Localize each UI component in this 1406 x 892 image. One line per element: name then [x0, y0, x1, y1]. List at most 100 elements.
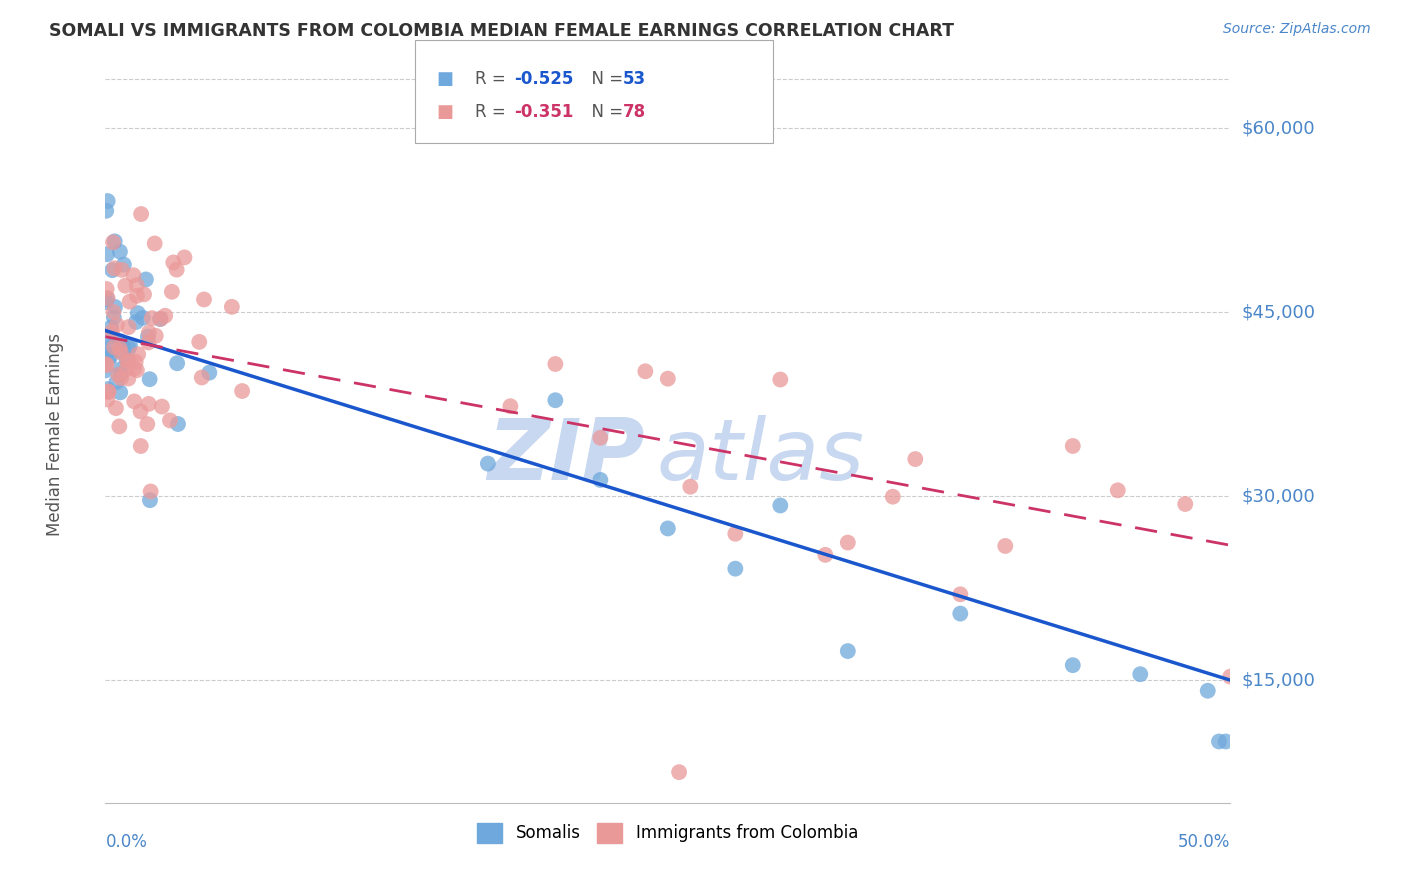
- Point: [96, 292, 118, 306]
- Point: [994, 539, 1017, 553]
- Point: [118, 338, 141, 352]
- Point: [724, 562, 747, 576]
- Text: -0.525: -0.525: [515, 70, 574, 87]
- Point: [112, 258, 135, 272]
- Point: [231, 384, 253, 398]
- Point: [167, 417, 190, 431]
- Point: [589, 473, 612, 487]
- Point: [129, 207, 152, 221]
- Point: [160, 285, 183, 299]
- Point: [769, 499, 792, 513]
- Text: $15,000: $15,000: [1241, 671, 1315, 690]
- Point: [105, 318, 128, 332]
- Text: N =: N =: [581, 103, 628, 120]
- Point: [98, 351, 121, 365]
- Point: [108, 343, 131, 358]
- Point: [114, 278, 136, 293]
- Point: [159, 413, 181, 427]
- Point: [136, 335, 159, 350]
- Text: 53: 53: [623, 70, 645, 87]
- Point: [103, 305, 125, 319]
- Point: [101, 263, 124, 277]
- Point: [135, 272, 157, 286]
- Point: [837, 644, 859, 658]
- Point: [122, 361, 145, 376]
- Point: [110, 371, 132, 385]
- Point: [153, 309, 176, 323]
- Text: 0.0%: 0.0%: [105, 833, 148, 851]
- Point: [96, 392, 118, 407]
- Point: [138, 397, 160, 411]
- Point: [191, 370, 214, 384]
- Point: [96, 382, 118, 396]
- Point: [634, 364, 657, 378]
- Point: [1107, 483, 1129, 498]
- Text: R =: R =: [475, 70, 512, 87]
- Point: [149, 311, 172, 326]
- Point: [108, 334, 131, 348]
- Text: $30,000: $30,000: [1241, 487, 1315, 505]
- Point: [173, 251, 195, 265]
- Point: [108, 341, 131, 355]
- Point: [143, 236, 166, 251]
- Point: [96, 247, 118, 261]
- Point: [544, 393, 567, 408]
- Point: [129, 404, 152, 418]
- Point: [117, 354, 139, 368]
- Point: [125, 315, 148, 329]
- Point: [125, 363, 148, 377]
- Point: [221, 300, 243, 314]
- Point: [122, 268, 145, 283]
- Point: [124, 394, 146, 409]
- Point: [96, 203, 118, 218]
- Point: [949, 587, 972, 601]
- Point: [107, 368, 129, 382]
- Text: ■: ■: [436, 70, 453, 87]
- Point: [104, 235, 127, 249]
- Point: [97, 384, 120, 399]
- Point: [166, 262, 188, 277]
- Text: N =: N =: [581, 70, 628, 87]
- Point: [97, 351, 120, 365]
- Point: [149, 312, 172, 326]
- Point: [136, 329, 159, 343]
- Point: [1174, 497, 1197, 511]
- Point: [108, 385, 131, 400]
- Point: [118, 353, 141, 368]
- Point: [1062, 658, 1084, 673]
- Point: [139, 484, 162, 499]
- Point: [477, 457, 499, 471]
- Text: $60,000: $60,000: [1241, 120, 1315, 137]
- Point: [118, 341, 141, 355]
- Point: [96, 358, 118, 372]
- Point: [97, 194, 120, 208]
- Point: [118, 294, 141, 309]
- Point: [97, 291, 120, 305]
- Point: [101, 235, 124, 250]
- Point: [108, 244, 131, 259]
- Point: [1129, 667, 1152, 681]
- Point: [111, 339, 134, 353]
- Point: [110, 367, 132, 381]
- Point: [814, 548, 837, 562]
- Point: [115, 362, 138, 376]
- Point: [94, 363, 117, 377]
- Point: [108, 419, 131, 434]
- Point: [138, 372, 160, 386]
- Point: [769, 372, 792, 386]
- Point: [132, 287, 155, 301]
- Text: 78: 78: [623, 103, 645, 120]
- Point: [105, 375, 128, 389]
- Point: [100, 339, 122, 353]
- Text: Median Female Earnings: Median Female Earnings: [46, 334, 63, 536]
- Point: [1219, 670, 1241, 684]
- Point: [104, 300, 127, 314]
- Text: R =: R =: [475, 103, 512, 120]
- Point: [724, 526, 747, 541]
- Point: [162, 255, 184, 269]
- Point: [110, 345, 132, 359]
- Point: [138, 326, 160, 340]
- Point: [499, 399, 522, 413]
- Point: [127, 347, 149, 361]
- Point: [904, 452, 927, 467]
